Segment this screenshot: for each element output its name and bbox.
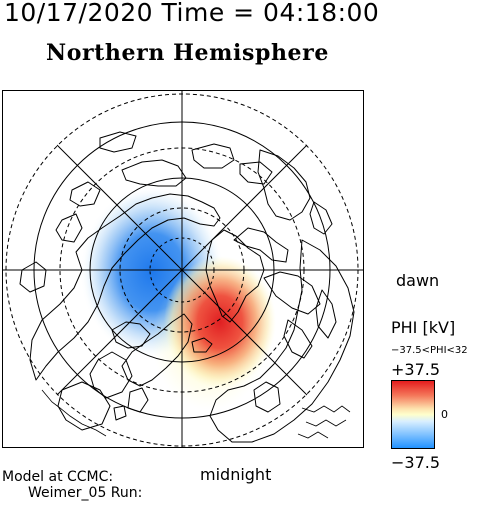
- header-datetime: 10/17/2020 Time = 04:18:00: [4, 0, 380, 27]
- meridian-line: [56, 144, 308, 396]
- hemisphere-title: Northern Hemisphere: [46, 40, 329, 66]
- legend-max-label: +37.5: [391, 360, 441, 379]
- legend-min-label: −37.5: [391, 453, 441, 472]
- positive-potential-cell: [164, 256, 276, 388]
- legend-title: PHI [kV]: [391, 318, 456, 337]
- legend-zero-label: 0: [441, 408, 448, 421]
- map-border: [2, 90, 364, 448]
- colorbar: [391, 380, 435, 449]
- coastlines: [19, 131, 355, 443]
- boundary-lines: [41, 389, 351, 439]
- footer-model-label: Model at CCMC:: [2, 469, 114, 485]
- footer-run-label: Weimer_05 Run:: [28, 485, 143, 501]
- polar-map: [2, 90, 364, 448]
- midnight-label: midnight: [200, 465, 272, 484]
- dawn-label: dawn: [396, 271, 440, 290]
- legend-range: −37.5<PHI<32: [391, 346, 468, 356]
